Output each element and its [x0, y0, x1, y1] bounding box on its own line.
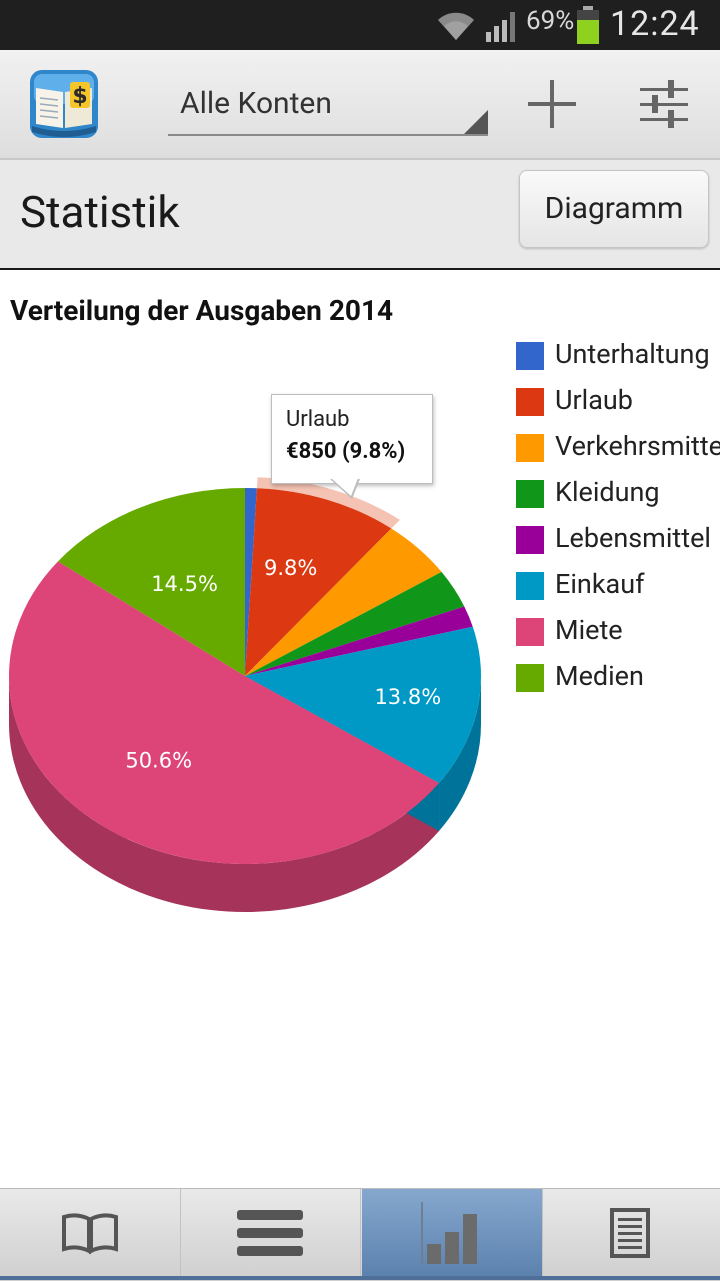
bar-chart-icon: [421, 1202, 477, 1264]
legend-label: Miete: [555, 614, 623, 646]
wifi-icon: [438, 12, 474, 41]
legend-swatch: [516, 342, 544, 370]
pie-data-label: 50.6%: [125, 748, 192, 772]
legend-item[interactable]: Medien: [516, 660, 720, 708]
legend-swatch: [516, 572, 544, 600]
pie-chart[interactable]: 9.8% 13.8% 50.6% 14.5%: [0, 440, 500, 1100]
pie-slice[interactable]: [245, 571, 465, 676]
page-title: Statistik: [20, 186, 180, 238]
pie-slice[interactable]: [245, 626, 482, 784]
legend-label: Kleidung: [555, 476, 660, 508]
book-icon: [62, 1213, 118, 1255]
statistics-header: Statistik Diagramm: [0, 160, 720, 270]
legend-item[interactable]: Verkehrsmittel: [516, 430, 720, 478]
document-icon: [610, 1208, 650, 1258]
chart-type-button[interactable]: Diagramm: [519, 170, 709, 248]
legend-item[interactable]: Unterhaltung: [516, 340, 720, 386]
legend-swatch: [516, 526, 544, 554]
filter-settings-button[interactable]: [634, 74, 694, 134]
legend-swatch: [516, 664, 544, 692]
legend-item[interactable]: Lebensmittel: [516, 522, 720, 570]
tooltip-pointer-fill: [331, 478, 358, 496]
legend-item[interactable]: Miete: [516, 614, 720, 662]
pie-slice[interactable]: [57, 488, 245, 676]
legend-item[interactable]: Urlaub: [516, 384, 720, 432]
tab-reports[interactable]: [540, 1189, 720, 1277]
pie-slice-side: [9, 676, 440, 912]
dropdown-indicator-icon: [464, 110, 488, 134]
tab-transactions[interactable]: [180, 1189, 361, 1277]
legend-label: Urlaub: [555, 384, 633, 416]
legend-swatch: [516, 618, 544, 646]
chart-area: Verteilung der Ausgaben 2014 9.8% 13.8% 50…: [0, 280, 720, 1190]
legend-swatch: [516, 388, 544, 416]
pie-slice-side: [439, 676, 481, 832]
pie-slice-highlight: [256, 477, 400, 529]
chart-tooltip: Urlaub €850 (9.8%): [271, 394, 433, 484]
legend-label: Verkehrsmittel: [555, 430, 720, 462]
pie-slice[interactable]: [245, 606, 473, 676]
tab-accounts[interactable]: [0, 1189, 181, 1277]
bottom-accent-line: [0, 1276, 720, 1280]
action-bar: $ Alle Konten: [0, 50, 720, 160]
pie-data-label: 13.8%: [374, 685, 441, 709]
pie-slice[interactable]: [9, 561, 440, 864]
legend-label: Lebensmittel: [555, 522, 711, 554]
legend-item[interactable]: Einkauf: [516, 568, 720, 616]
add-button[interactable]: [522, 74, 582, 134]
pie-data-label: 9.8%: [264, 556, 317, 580]
clock: 12:24: [610, 4, 700, 44]
status-bar: 69% 12:24: [0, 0, 720, 50]
legend-swatch: [516, 480, 544, 508]
chart-title: Verteilung der Ausgaben 2014: [10, 294, 394, 327]
account-selector[interactable]: Alle Konten: [168, 72, 488, 136]
tab-statistics[interactable]: [362, 1189, 543, 1277]
svg-text:$: $: [72, 84, 87, 109]
pie-data-label: 14.5%: [151, 572, 218, 596]
tooltip-label: Urlaub: [286, 407, 350, 432]
legend-swatch: [516, 434, 544, 462]
legend-label: Medien: [555, 660, 644, 692]
pie-slice[interactable]: [245, 488, 257, 676]
legend-item[interactable]: Kleidung: [516, 476, 720, 524]
battery-percent: 69%: [526, 6, 575, 36]
app-logo-icon[interactable]: $: [30, 70, 98, 138]
pie-slice[interactable]: [245, 488, 392, 676]
signal-icon: [486, 12, 515, 42]
list-icon: [237, 1210, 303, 1256]
legend-label: Einkauf: [555, 568, 645, 600]
account-selector-label: Alle Konten: [180, 86, 332, 121]
bottom-navigation: [0, 1188, 720, 1281]
battery-icon: [577, 6, 599, 44]
legend-label: Unterhaltung: [555, 340, 710, 370]
pie-slice[interactable]: [245, 528, 442, 676]
tooltip-value: €850 (9.8%): [286, 439, 406, 464]
chart-legend: Unterhaltung Urlaub Verkehrsmittel Kleidung…: [516, 340, 720, 708]
